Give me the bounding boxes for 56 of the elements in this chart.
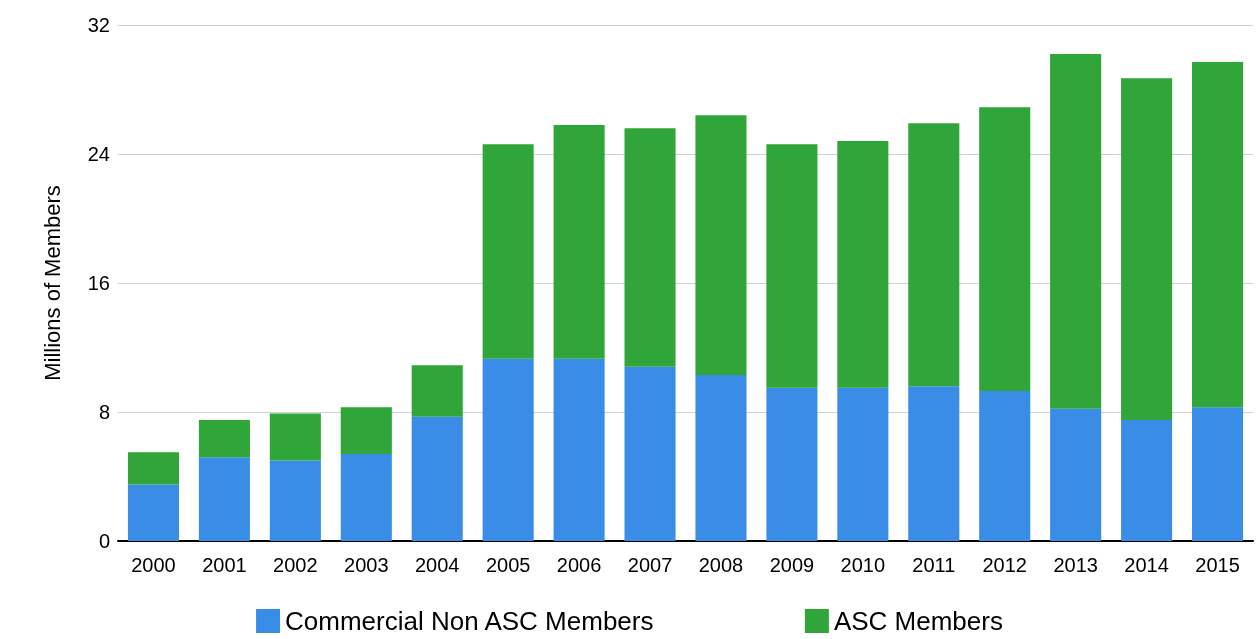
- bar: [198, 457, 250, 541]
- y-tick-label: 8: [98, 401, 110, 423]
- bar: [908, 386, 960, 541]
- y-axis-title: Millions of Members: [39, 185, 65, 381]
- bar: [979, 391, 1031, 541]
- x-tick-label: 2002: [273, 554, 318, 576]
- x-tick-label: 2011: [912, 554, 956, 576]
- bar: [1191, 407, 1244, 541]
- bar: [482, 358, 534, 541]
- bar: [908, 123, 960, 387]
- bar: [411, 365, 463, 417]
- bar: [411, 416, 463, 541]
- y-tick-label: 24: [87, 143, 110, 165]
- bar: [269, 413, 321, 461]
- bar: [837, 141, 889, 388]
- x-tick-label: 2013: [1053, 554, 1098, 576]
- bar: [553, 124, 605, 359]
- x-tick-label: 2001: [202, 554, 247, 576]
- y-tick-label: 16: [87, 272, 110, 294]
- x-tick-label: 2003: [344, 554, 389, 576]
- bar: [340, 407, 392, 454]
- x-tick-label: 2009: [769, 554, 815, 576]
- bar: [127, 452, 180, 485]
- bar: [695, 115, 747, 375]
- bar: [624, 128, 676, 367]
- bar: [269, 460, 321, 541]
- bar: [1121, 420, 1173, 541]
- bar: [198, 420, 250, 458]
- bar: [624, 366, 676, 541]
- bar: [1121, 78, 1173, 421]
- y-tick-label: 0: [98, 530, 110, 552]
- x-tick-label: 2014: [1124, 554, 1169, 576]
- bar: [766, 387, 818, 541]
- bar: [837, 387, 889, 541]
- x-tick-label: 2007: [627, 554, 673, 576]
- bar: [340, 453, 392, 541]
- x-tick-label: 2010: [840, 554, 886, 576]
- bar: [553, 358, 605, 541]
- x-tick-label: 2004: [414, 554, 460, 576]
- x-tick-label: 2005: [485, 554, 531, 576]
- bar: [127, 484, 180, 541]
- bar: [766, 144, 818, 388]
- x-tick-label: 2012: [982, 554, 1027, 576]
- y-tick-label: 32: [87, 14, 110, 36]
- x-tick-label: 2000: [131, 554, 176, 576]
- legend-label: ASC Members: [833, 606, 1003, 636]
- legend-label: Commercial Non ASC Members: [285, 606, 654, 636]
- x-tick-label: 2015: [1195, 554, 1240, 576]
- bar: [1050, 54, 1102, 409]
- bar: [695, 374, 747, 541]
- bar: [482, 144, 534, 359]
- x-tick-label: 2006: [556, 554, 602, 576]
- x-tick-label: 2008: [698, 554, 744, 576]
- bar: [979, 107, 1031, 392]
- bar: [1050, 408, 1102, 541]
- bar: [1191, 62, 1244, 408]
